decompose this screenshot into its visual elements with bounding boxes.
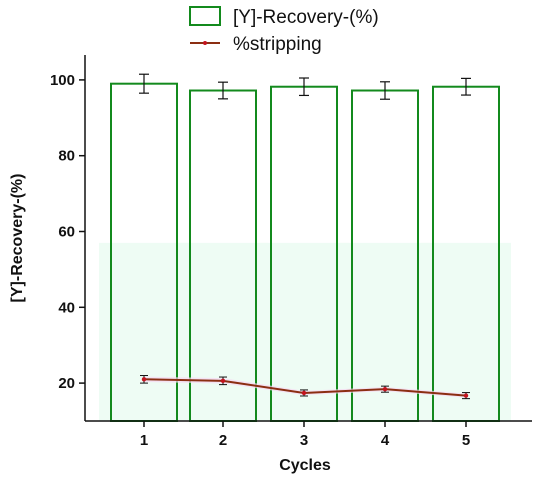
x-tick-label-3: 3: [300, 432, 308, 449]
y-tick-label-20: 20: [58, 375, 75, 392]
stripping-point-1: [141, 377, 147, 382]
stripping-point-5: [463, 393, 469, 398]
stripping-point-2: [220, 378, 226, 384]
legend-label-recovery: [Y]-Recovery-(%): [233, 7, 379, 28]
stripping-line-layer: [140, 375, 470, 400]
x-tick-label-1: 1: [140, 432, 148, 449]
y-tick-label-40: 40: [58, 299, 75, 316]
y-tick-label-80: 80: [58, 148, 75, 165]
x-tick-label-2: 2: [219, 432, 227, 449]
x-tick-label-4: 4: [381, 432, 390, 449]
background-shade-4: [340, 242, 430, 421]
background-shade-2: [178, 242, 268, 421]
y-tick-label-100: 100: [50, 72, 75, 89]
stripping-point-3: [301, 390, 307, 396]
x-axis-title: Cycles: [279, 457, 331, 474]
legend-swatch-recovery: [189, 6, 221, 26]
x-tick-label-5: 5: [462, 432, 470, 449]
legend-label-stripping: %stripping: [233, 34, 322, 55]
axes-layer: Cycles [Y]-Recovery-(%): [9, 55, 532, 474]
legend-marker-stripping: [203, 41, 207, 45]
background-shade-1: [99, 242, 189, 421]
legend: [Y]-Recovery-(%) %stripping: [189, 6, 379, 55]
ticks-layer: 20 40 60 80 100 1 2 3 4 5: [50, 72, 470, 449]
stripping-point-4: [382, 386, 388, 392]
y-tick-label-60: 60: [58, 224, 75, 241]
y-axis-title: [Y]-Recovery-(%): [9, 174, 26, 303]
